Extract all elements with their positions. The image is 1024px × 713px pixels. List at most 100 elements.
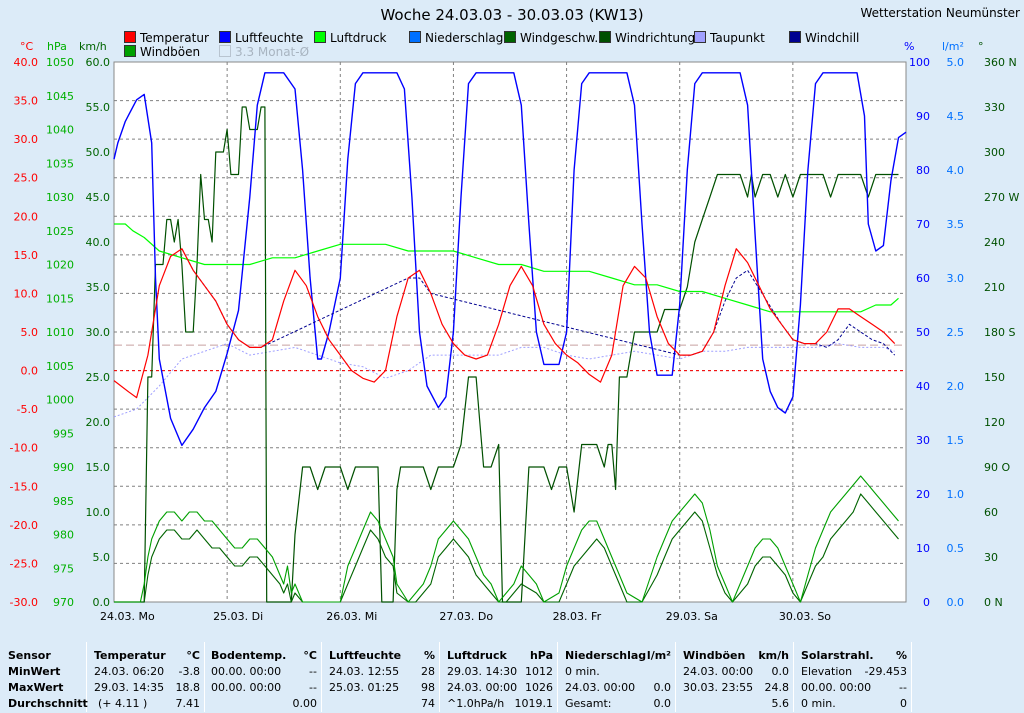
stats-header-solar: Solarstrahl. [801,649,874,662]
stats-unit-press: hPa [529,649,553,662]
tick-label-temp: 25.0 [14,172,39,185]
tick-label-press: 970 [53,596,74,609]
legend-label: 3.3 Monat-Ø [235,45,310,59]
tick-label-temp: 15.0 [14,249,39,262]
legend-item-windrichtung: Windrichtung [599,31,695,45]
series-line-windrichtung [114,106,899,603]
legend-swatch [314,31,326,43]
stats-press-min: 1012 [525,665,553,678]
tick-label-press: 1030 [46,191,74,204]
tick-label-dir: 180 S [984,326,1015,339]
stats-header-temp: Temperatur [94,649,166,662]
legend-label: Luftfeuchte [235,31,304,45]
tick-label-rain: 2.5 [947,326,965,339]
tick-label-press: 1005 [46,360,74,373]
tick-label-temp: -20.0 [10,519,38,532]
stats-unit-solar: % [895,649,907,662]
tick-label-press: 980 [53,529,74,542]
stats-solar-max: -- [899,681,907,694]
unit-dir: ° [978,40,984,53]
stats-press-max-time: 24.03. 00:00 [447,681,518,694]
stats-hum-min: 28 [421,665,435,678]
tick-label-dir: 240 [984,236,1005,249]
tick-label-hum: 100 [909,56,930,69]
stats-header-hum: Luftfeuchte [329,649,402,662]
tick-label-press: 1015 [46,292,74,305]
x-tick-label: 26.03. Mi [326,610,377,623]
tick-label-hum: 0 [923,596,930,609]
legend-swatch [789,31,801,43]
tick-label-press: 1025 [46,225,74,238]
tick-label-wind: 30.0 [86,326,111,339]
stats-panel: Sensor MinWert MaxWert Durchschnitt Temp… [0,640,1024,712]
stats-solar-avg: 0 [900,697,907,710]
unit-wind: km/h [79,40,107,53]
legend-label: Niederschlag [425,31,504,45]
stats-press-trend: ^1.0hPa/h [447,697,505,710]
stats-boden-avg: 0.00 [292,697,318,710]
tick-label-hum: 20 [916,488,930,501]
stats-solar-elevation-label: Elevation [801,665,853,678]
tick-label-dir: 150 [984,371,1005,384]
legend-label: Luftdruck [330,31,387,45]
tick-label-temp: 20.0 [14,210,39,223]
stats-header-rain: Niederschlag [565,649,647,662]
tick-label-press: 985 [53,495,74,508]
tick-label-press: 995 [53,427,74,440]
stats-boden-min: -- [309,665,317,678]
stats-temp-trend: (+ 4.11 ) [98,697,148,710]
stats-rain-max: 0.0 [653,681,672,694]
stats-gust-max-time: 30.03. 23:55 [683,681,754,694]
tick-label-rain: 3.5 [947,218,965,231]
stats-rain: Niederschlag l/m² 0 min. 24.03. 00:00 0.0 … [561,642,676,712]
stats-press-min-time: 29.03. 14:30 [447,665,518,678]
stats-gust: Windböen km/h 24.03. 00:00 0.0 30.03. 23:5… [679,642,794,712]
series-line-windgeschw [114,493,899,603]
tick-label-rain: 0.5 [947,542,965,555]
tick-label-dir: 30 [984,551,998,564]
stats-gust-min: 0.0 [771,665,790,678]
stats-temp-avg: 7.41 [175,697,201,710]
tick-label-rain: 1.5 [947,434,965,447]
tick-label-rain: 4.0 [947,164,965,177]
stats-boden: Bodentemp. °C 00.00. 00:00 -- 00.00. 00:00… [207,642,322,712]
tick-label-wind: 5.0 [93,551,111,564]
tick-label-hum: 70 [916,218,930,231]
stats-hum-avg: 74 [421,697,435,710]
tick-label-rain: 5.0 [947,56,965,69]
stats-boden-max-time: 00.00. 00:00 [211,681,282,694]
tick-label-wind: 20.0 [86,416,111,429]
tick-label-dir: 330 [984,101,1005,114]
stats-temp-max-time: 29.03. 14:35 [94,681,165,694]
series-line-taupunkt [113,343,895,418]
stats-temp-min-time: 24.03. 06:20 [94,665,165,678]
legend-item-windgeschw: Windgeschw. [504,31,598,45]
tick-label-wind: 50.0 [86,146,111,159]
stats-press-avg: 1019.1 [514,697,554,710]
legend-label: Windgeschw. [520,31,599,45]
tick-label-press: 975 [53,562,74,575]
tick-label-dir: 270 W [984,191,1019,204]
tick-label-temp: 0.0 [21,365,39,378]
tick-label-press: 1000 [46,394,74,407]
tick-label-hum: 40 [916,380,930,393]
stats-temp-min: -3.8 [178,665,200,678]
unit-temp: °C [20,40,34,53]
page-title: Woche 24.03.03 - 30.03.03 (KW13) [380,6,644,24]
stats-unit-rain: l/m² [646,649,671,662]
tick-label-dir: 300 [984,146,1005,159]
stats-unit-gust: km/h [758,649,789,662]
legend-item-windchill: Windchill [789,31,859,45]
stats-unit-boden: °C [303,649,317,662]
stats-rain-total: 0.0 [653,697,672,710]
stats-solar-duration: 0 min. [801,697,836,710]
legend-label: Windchill [805,31,860,45]
legend-item-luftdruck: Luftdruck [314,31,387,45]
stats-rain-duration: 0 min. [565,665,600,678]
tick-label-wind: 35.0 [86,281,111,294]
tick-label-temp: 30.0 [14,133,39,146]
series-line-temperatur [113,248,896,399]
tick-label-hum: 50 [916,326,930,339]
tick-label-press: 990 [53,461,74,474]
station-name: Wetterstation Neumünster [860,6,1020,20]
